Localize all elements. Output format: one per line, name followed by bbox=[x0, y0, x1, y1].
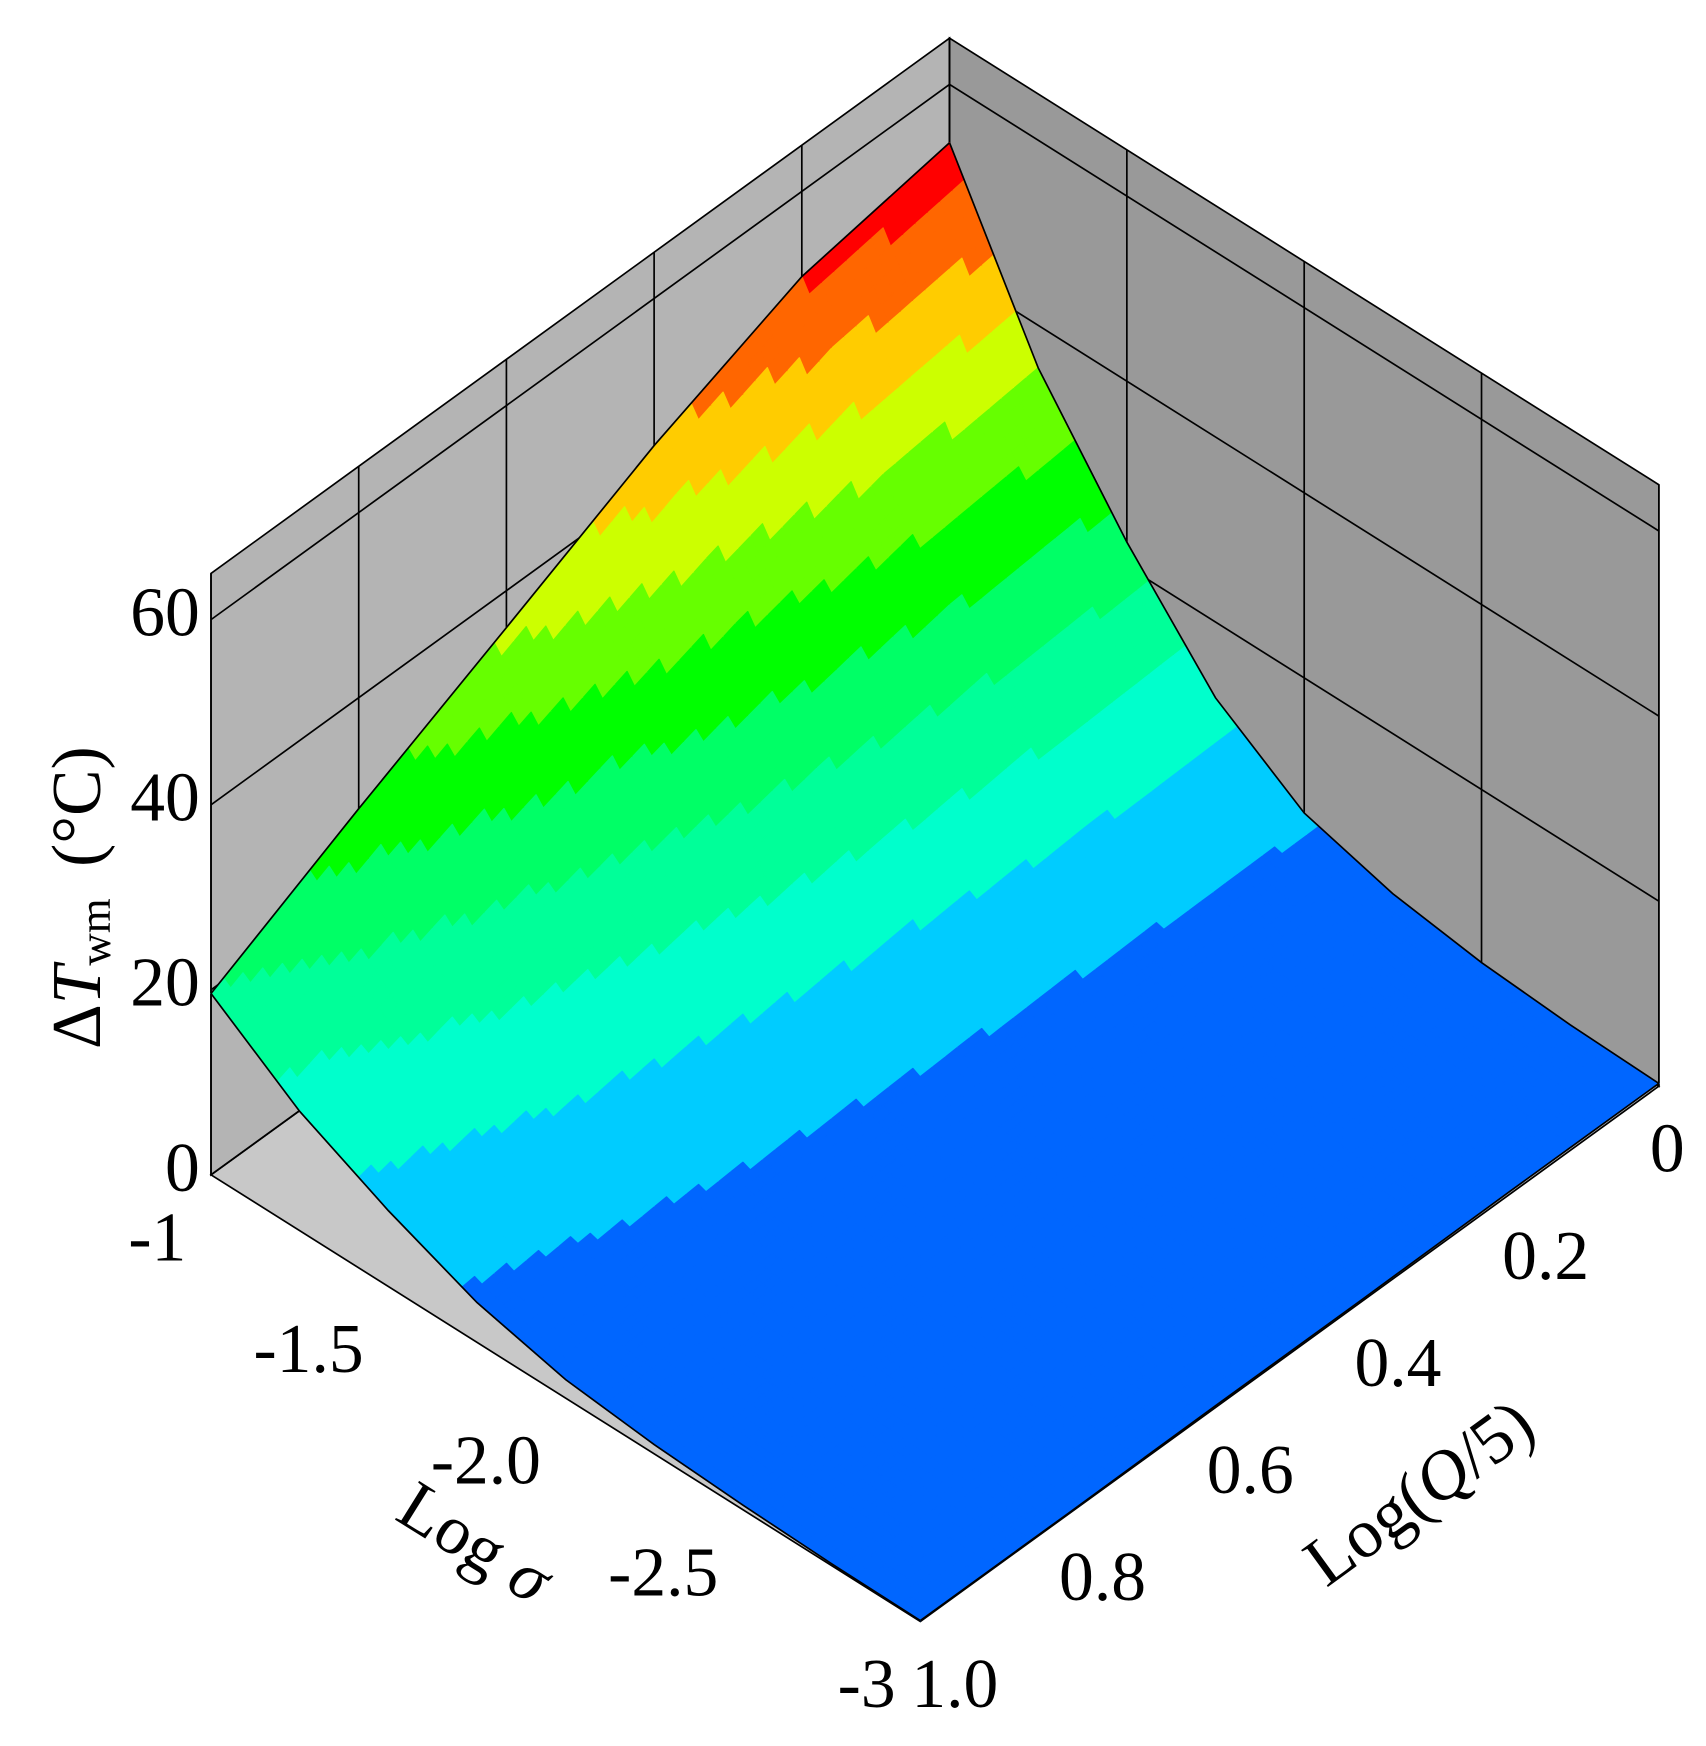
surface bbox=[210, 142, 1660, 1622]
grid-line bbox=[210, 83, 1660, 621]
